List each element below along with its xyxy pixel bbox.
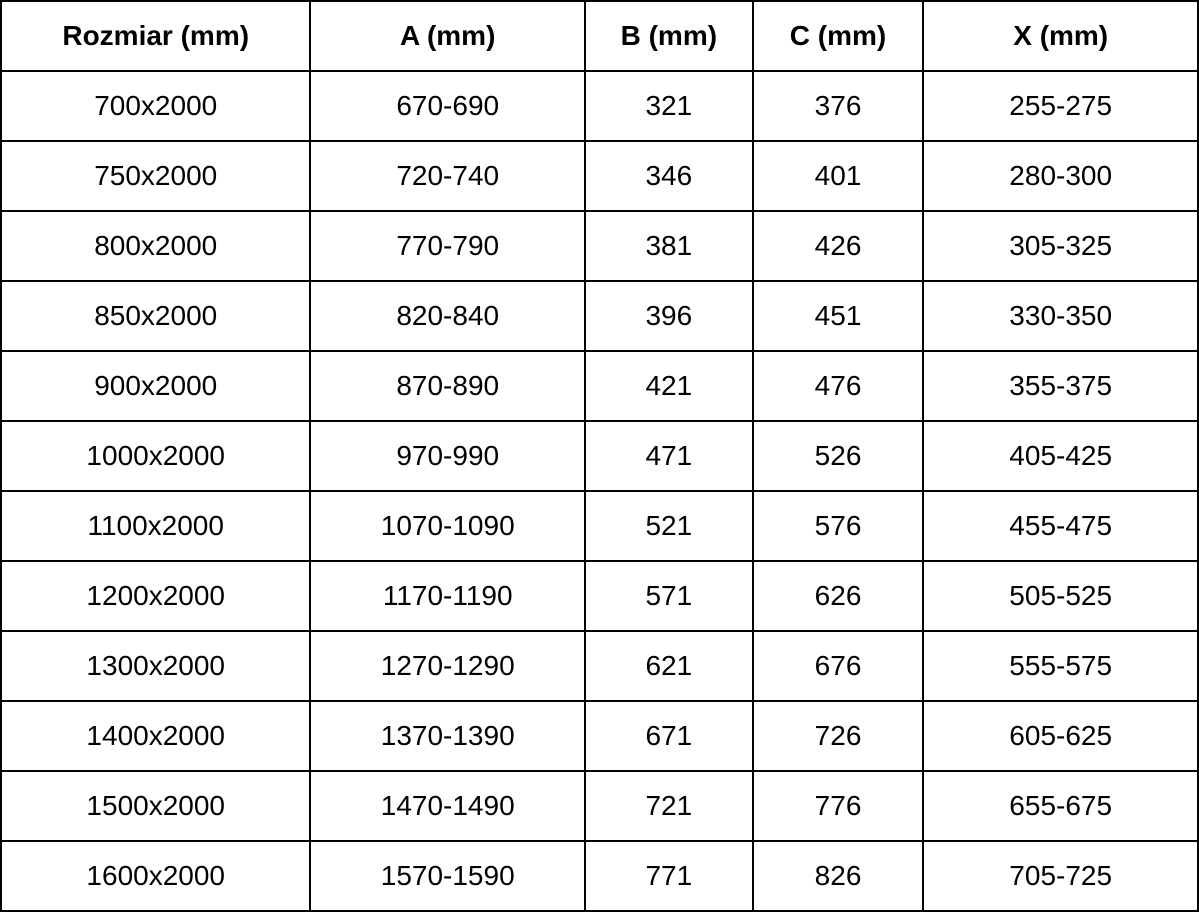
cell-x: 355-375 [922,350,1199,422]
column-header-x: X (mm) [922,0,1199,72]
cell-x: 555-575 [922,630,1199,702]
cell-x: 605-625 [922,700,1199,772]
cell-rozmiar: 850x2000 [0,280,312,352]
cell-b: 321 [584,70,754,142]
table-row: 1400x2000 1370-1390 671 726 605-625 [0,700,1199,772]
table-row: 900x2000 870-890 421 476 355-375 [0,350,1199,422]
cell-x: 655-675 [922,770,1199,842]
cell-b: 346 [584,140,754,212]
cell-rozmiar: 900x2000 [0,350,312,422]
cell-rozmiar: 700x2000 [0,70,312,142]
cell-rozmiar: 1000x2000 [0,420,312,492]
cell-a: 870-890 [309,350,586,422]
cell-c: 826 [751,840,925,912]
cell-rozmiar: 1200x2000 [0,560,312,632]
cell-x: 705-725 [922,840,1199,912]
table-row: 1500x2000 1470-1490 721 776 655-675 [0,770,1199,842]
cell-a: 1570-1590 [309,840,586,912]
cell-c: 726 [751,700,925,772]
cell-a: 720-740 [309,140,586,212]
cell-b: 471 [584,420,754,492]
cell-x: 405-425 [922,420,1199,492]
table-row: 700x2000 670-690 321 376 255-275 [0,70,1199,142]
cell-a: 820-840 [309,280,586,352]
cell-x: 305-325 [922,210,1199,282]
cell-x: 255-275 [922,70,1199,142]
cell-b: 771 [584,840,754,912]
cell-a: 1170-1190 [309,560,586,632]
cell-rozmiar: 1300x2000 [0,630,312,702]
cell-rozmiar: 1400x2000 [0,700,312,772]
column-header-a: A (mm) [309,0,586,72]
cell-b: 421 [584,350,754,422]
cell-x: 280-300 [922,140,1199,212]
cell-c: 526 [751,420,925,492]
column-header-b: B (mm) [584,0,754,72]
cell-a: 1470-1490 [309,770,586,842]
cell-a: 1370-1390 [309,700,586,772]
cell-b: 671 [584,700,754,772]
table-row: 1100x2000 1070-1090 521 576 455-475 [0,490,1199,562]
cell-b: 521 [584,490,754,562]
table-row: 850x2000 820-840 396 451 330-350 [0,280,1199,352]
cell-b: 571 [584,560,754,632]
cell-b: 621 [584,630,754,702]
cell-x: 455-475 [922,490,1199,562]
cell-rozmiar: 1500x2000 [0,770,312,842]
cell-rozmiar: 1600x2000 [0,840,312,912]
cell-c: 426 [751,210,925,282]
cell-c: 776 [751,770,925,842]
table-row: 1000x2000 970-990 471 526 405-425 [0,420,1199,492]
table-row: 1600x2000 1570-1590 771 826 705-725 [0,840,1199,912]
cell-c: 676 [751,630,925,702]
cell-x: 505-525 [922,560,1199,632]
cell-rozmiar: 750x2000 [0,140,312,212]
column-header-c: C (mm) [751,0,925,72]
cell-a: 1070-1090 [309,490,586,562]
table-row: 1200x2000 1170-1190 571 626 505-525 [0,560,1199,632]
cell-c: 476 [751,350,925,422]
table-row: 800x2000 770-790 381 426 305-325 [0,210,1199,282]
table-row: 750x2000 720-740 346 401 280-300 [0,140,1199,212]
cell-a: 770-790 [309,210,586,282]
cell-b: 381 [584,210,754,282]
cell-rozmiar: 1100x2000 [0,490,312,562]
cell-b: 721 [584,770,754,842]
column-header-rozmiar: Rozmiar (mm) [0,0,312,72]
cell-c: 376 [751,70,925,142]
cell-a: 1270-1290 [309,630,586,702]
cell-a: 970-990 [309,420,586,492]
cell-c: 626 [751,560,925,632]
cell-c: 451 [751,280,925,352]
table-row: 1300x2000 1270-1290 621 676 555-575 [0,630,1199,702]
cell-rozmiar: 800x2000 [0,210,312,282]
cell-x: 330-350 [922,280,1199,352]
header-row: Rozmiar (mm) A (mm) B (mm) C (mm) X (mm) [0,0,1199,72]
cell-b: 396 [584,280,754,352]
cell-c: 401 [751,140,925,212]
cell-a: 670-690 [309,70,586,142]
cell-c: 576 [751,490,925,562]
